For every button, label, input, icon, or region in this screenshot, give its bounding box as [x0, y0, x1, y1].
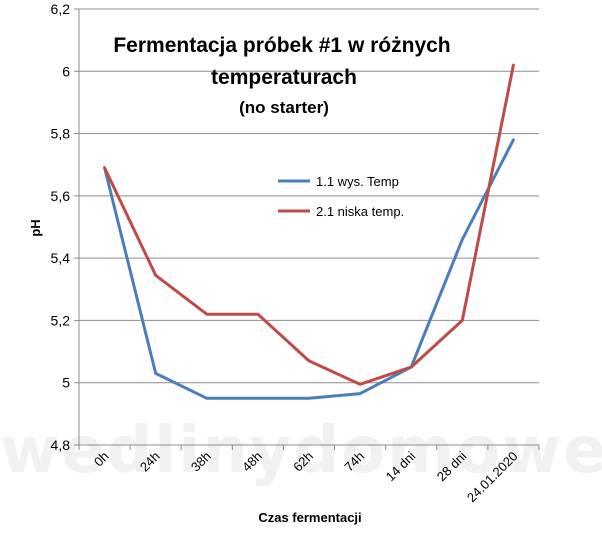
- x-axis-label: Czas fermentacji: [258, 510, 361, 525]
- series-line-2: [103, 63, 515, 386]
- y-tick-label: 5,6: [51, 188, 71, 204]
- y-tick-label: 5: [62, 375, 70, 391]
- y-tick-label: 5,4: [51, 250, 71, 266]
- y-tick-label: 5,2: [51, 312, 71, 328]
- y-tick-label: 4,8: [51, 437, 71, 453]
- chart-title-line2: temperaturach: [211, 66, 357, 89]
- legend-label-1: 1.1 wys. Temp: [316, 174, 399, 189]
- series-line-1: [103, 138, 515, 400]
- chart-subtitle: (no starter): [239, 98, 329, 117]
- y-axis-label: pH: [28, 219, 43, 236]
- y-tick-label: 5,8: [51, 126, 71, 142]
- y-tick-label: 6: [62, 63, 70, 79]
- y-tick-label: 6,2: [51, 1, 71, 17]
- axes: [74, 8, 540, 450]
- legend-label-2: 2.1 niska temp.: [316, 204, 404, 219]
- chart-title: Fermentacja próbek #1 w różnych: [113, 34, 450, 57]
- y-axis-ticks: 4,8 5 5,2 5,4 5,6 5,8 6 6,2: [51, 1, 71, 453]
- data-series: [103, 63, 515, 400]
- gridlines: [79, 8, 539, 384]
- watermark-text: wedlinydomowe.pl: [0, 414, 602, 488]
- legend: 1.1 wys. Temp 2.1 niska temp.: [278, 174, 404, 219]
